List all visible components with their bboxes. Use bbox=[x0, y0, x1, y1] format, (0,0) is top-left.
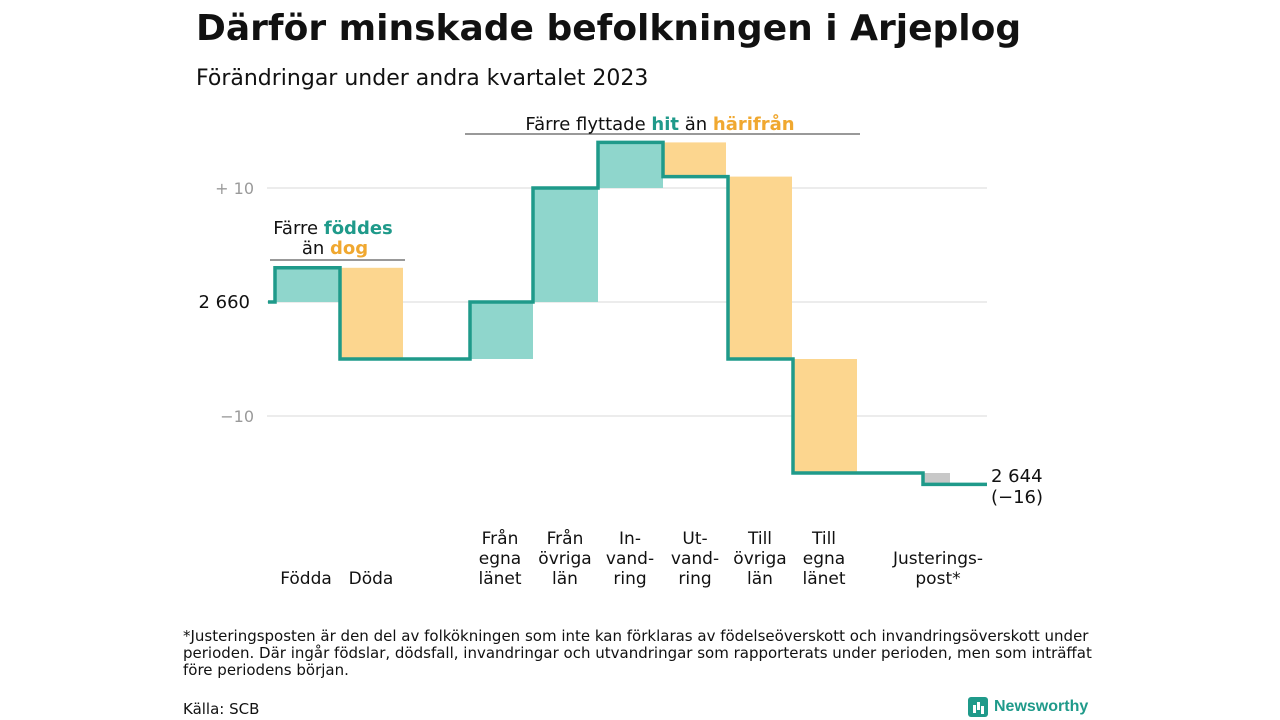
x-category-label-line: Justerings- bbox=[892, 549, 983, 569]
chart-subtitle: Förändringar under andra kvartalet 2023 bbox=[196, 66, 649, 91]
x-category-label: Ut-vand-ring bbox=[671, 529, 719, 589]
x-category-label-line: vand- bbox=[606, 549, 654, 569]
end-value-label: 2 644 bbox=[991, 466, 1043, 487]
bar-1 bbox=[340, 267, 403, 359]
x-category-label-line: Från bbox=[482, 528, 519, 549]
x-category-label: Till egna länet bbox=[802, 529, 845, 589]
end-change-label: (−16) bbox=[991, 487, 1043, 508]
x-category-label-line: Födda bbox=[280, 569, 332, 589]
x-category-label-line: övriga bbox=[538, 549, 591, 569]
annotation-migration: Färre flyttade hit än härifrån bbox=[525, 113, 794, 135]
bar-4 bbox=[598, 142, 663, 188]
bar-2 bbox=[470, 302, 533, 359]
newsworthy-logo[interactable]: Newsworthy bbox=[968, 697, 1088, 717]
x-category-label-line: övriga bbox=[733, 549, 786, 569]
x-category-label-line: Från bbox=[547, 528, 584, 549]
x-category-label-line: ring bbox=[613, 569, 646, 589]
x-category-label: Till övriga län bbox=[733, 529, 786, 589]
bar-5 bbox=[663, 142, 726, 177]
footnote: *Justeringsposten är den del av folkökni… bbox=[183, 627, 1092, 679]
bar-0 bbox=[275, 267, 339, 302]
cumulative-step-line bbox=[268, 140, 987, 487]
bar-8 bbox=[923, 473, 950, 485]
x-category-label: Födda bbox=[280, 569, 332, 589]
chart-title: Därför minskade befolkningen i Arjeplog bbox=[196, 8, 1022, 49]
x-category-label-line: post* bbox=[915, 569, 960, 589]
bar-chart-icon bbox=[968, 697, 988, 717]
x-category-label: In-vand-ring bbox=[606, 529, 654, 589]
x-category-label: Döda bbox=[349, 569, 394, 589]
x-category-label: Från egna länet bbox=[478, 528, 521, 589]
source-label: Källa: SCB bbox=[183, 700, 260, 718]
x-category-label: Från övriga län bbox=[538, 528, 591, 589]
bar-6 bbox=[728, 176, 792, 359]
x-category-label-line: Till bbox=[811, 529, 836, 549]
x-category-label-line: länet bbox=[478, 569, 521, 589]
y-tick-label: 2 660 bbox=[198, 292, 250, 313]
x-category-label-line: Till bbox=[747, 529, 772, 549]
x-category-label: Justerings-post* bbox=[892, 549, 983, 589]
x-category-label-line: egna bbox=[803, 549, 845, 569]
y-tick-label: + 10 bbox=[215, 179, 254, 198]
x-category-label-line: egna bbox=[479, 549, 521, 569]
x-category-label-line: Ut- bbox=[682, 529, 707, 549]
bar-7 bbox=[793, 359, 857, 473]
brand-name: Newsworthy bbox=[994, 698, 1089, 715]
annotation-births-deaths: Färre föddes bbox=[273, 218, 393, 239]
x-category-label-line: län bbox=[552, 569, 578, 589]
x-category-label-line: länet bbox=[802, 569, 845, 589]
annotation-births-deaths-line2: än dog bbox=[302, 238, 368, 259]
bar-3 bbox=[533, 188, 598, 302]
x-category-label-line: län bbox=[747, 569, 773, 589]
x-category-label-line: Döda bbox=[349, 569, 394, 589]
x-category-label-line: vand- bbox=[671, 549, 719, 569]
x-category-label-line: ring bbox=[678, 569, 711, 589]
x-category-label-line: In- bbox=[619, 529, 641, 549]
y-tick-label: −10 bbox=[220, 407, 254, 426]
